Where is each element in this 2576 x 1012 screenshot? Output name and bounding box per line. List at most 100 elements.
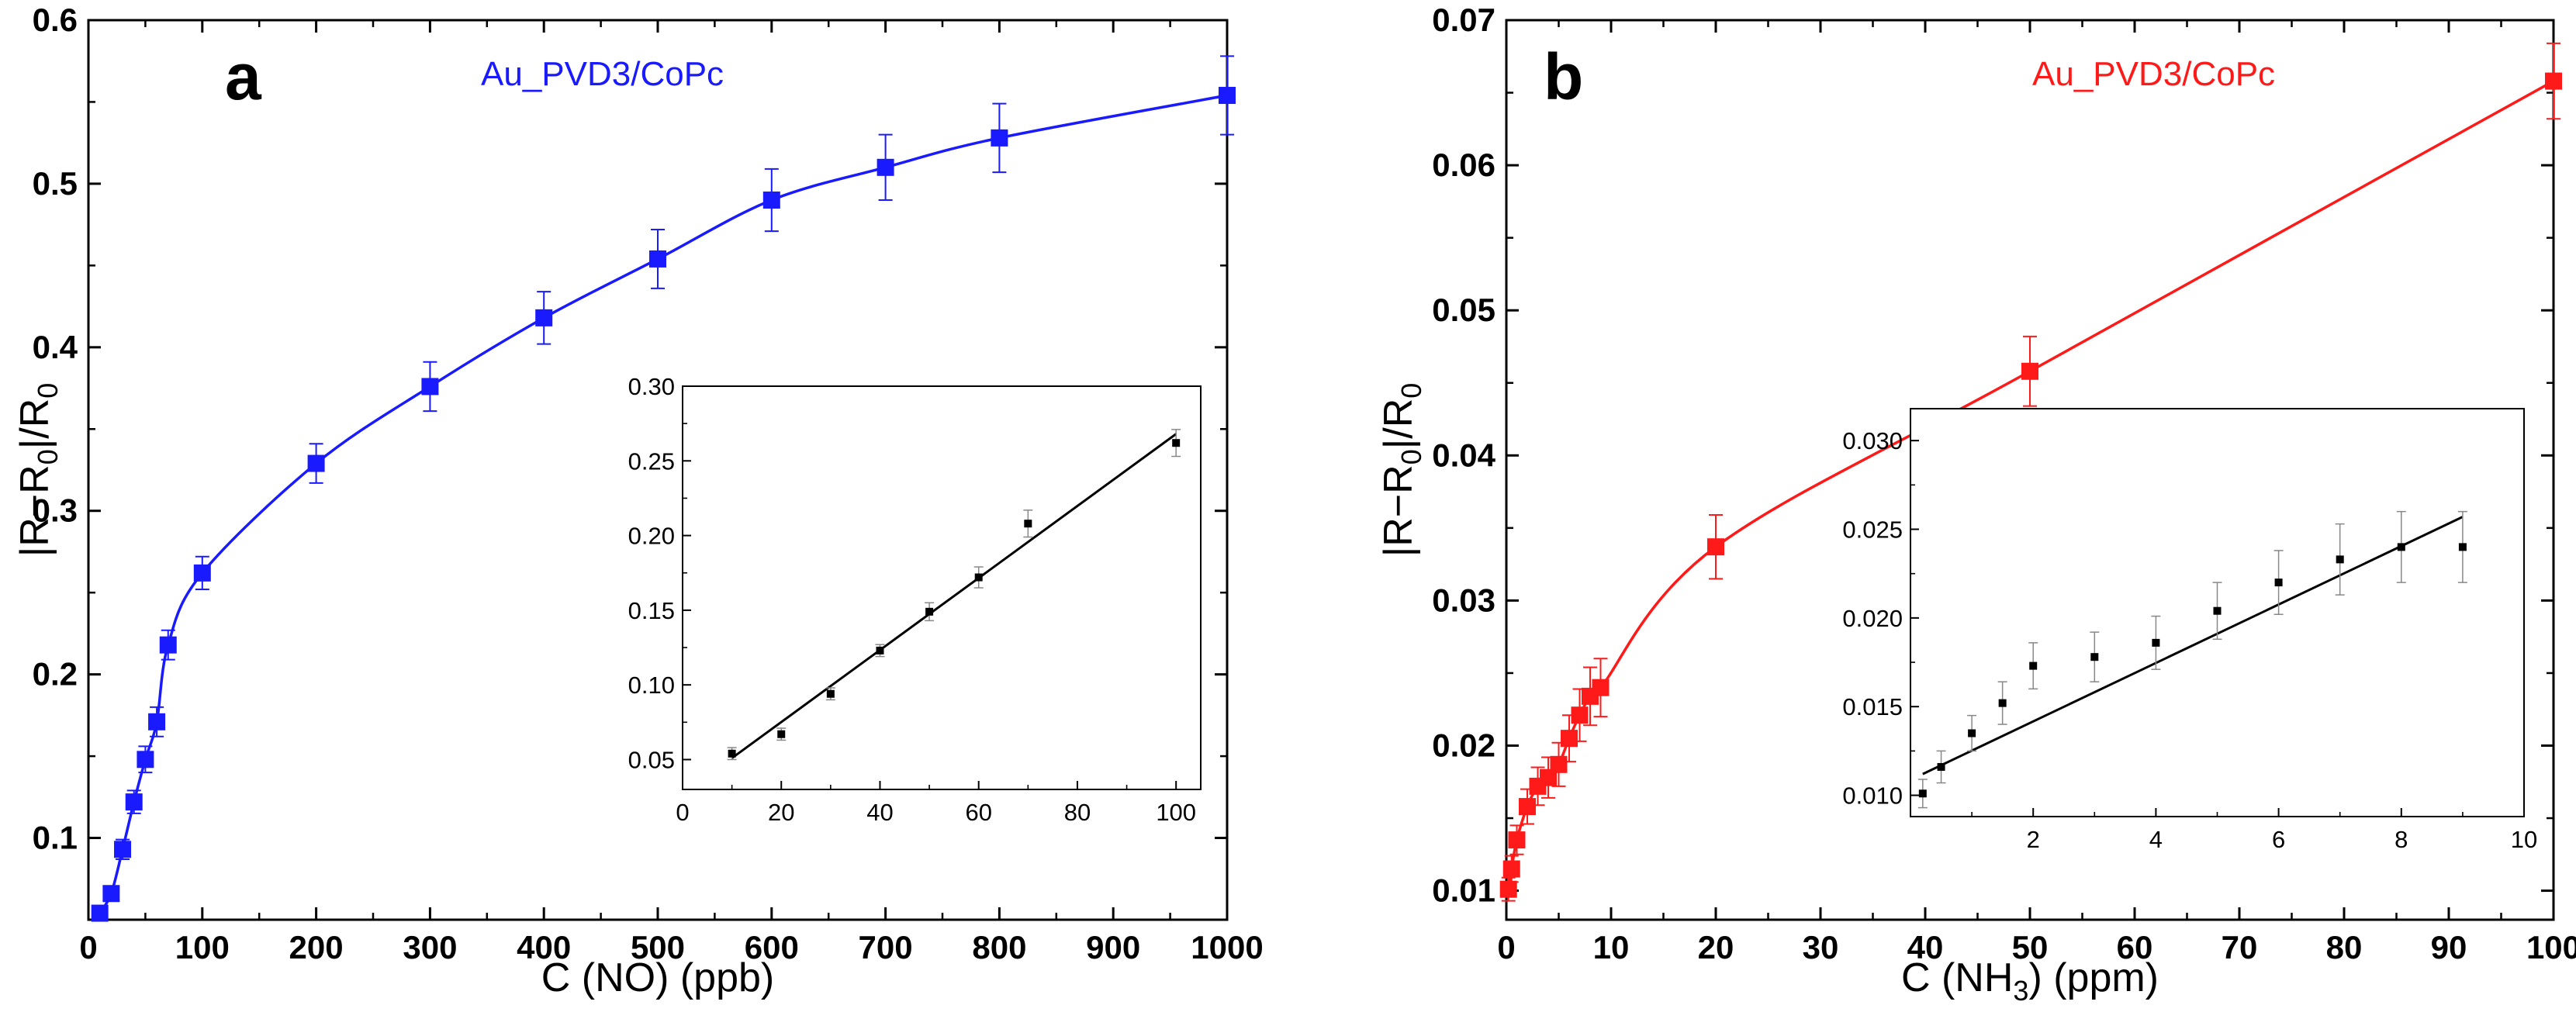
data-point <box>148 713 166 731</box>
inset-data-point <box>2029 661 2038 670</box>
inset-y-tick-label: 0.025 <box>1842 516 1903 544</box>
inset-x-tick-label: 100 <box>1156 799 1196 826</box>
panel-letter: a <box>225 40 262 113</box>
inset-y-tick-label: 0.10 <box>628 672 675 699</box>
data-point <box>421 378 439 395</box>
inset-data-point <box>2397 543 2405 551</box>
inset-fit-line <box>731 433 1177 759</box>
x-tick-label: 70 <box>2222 929 2258 965</box>
inset-x-tick-label: 0 <box>676 799 689 826</box>
inset-y-tick-label: 0.015 <box>1842 693 1903 720</box>
series-label: Au_PVD3/CoPc <box>481 55 724 93</box>
series-label: Au_PVD3/CoPc <box>2032 55 2275 93</box>
x-tick-label: 60 <box>2117 929 2153 965</box>
inset-data-point <box>1172 439 1181 447</box>
x-tick-label: 100 <box>2526 929 2576 965</box>
inset-plot: 0 20 40 60 80 100 0.05 0.10 0.15 0.20 0.25 0.30 <box>628 373 1202 826</box>
x-tick-label: 500 <box>631 929 685 965</box>
x-tick-label: 300 <box>403 929 457 965</box>
data-point <box>1707 538 1724 556</box>
data-point <box>159 636 177 654</box>
inset-x-tick-label: 60 <box>965 799 991 826</box>
y-axis-title-subscript: 0 <box>1395 449 1427 465</box>
inset-y-tick-label: 0.05 <box>628 746 675 773</box>
x-tick-label: 80 <box>2326 929 2363 965</box>
y-tick-label: 0.1 <box>33 820 78 856</box>
inset-y-tick-label: 0.010 <box>1842 782 1903 810</box>
inset-frame <box>682 385 1202 790</box>
inset-x-tick-label: 40 <box>866 799 893 826</box>
x-axis-title-subscript: 3 <box>2013 975 2028 1007</box>
y-axis-title-part: |/R <box>12 399 57 450</box>
inset-data-point <box>1998 699 2007 707</box>
y-axis-title-part: |/R <box>1376 399 1421 450</box>
y-tick-label: 0.01 <box>1432 872 1495 909</box>
x-tick-label: 20 <box>1698 929 1734 965</box>
x-tick-label: 0 <box>1497 929 1515 965</box>
x-tick-label: 400 <box>517 929 571 965</box>
inset-data-point <box>2090 653 2099 661</box>
inset-y-tick-label: 0.20 <box>628 523 675 550</box>
x-tick-label: 200 <box>289 929 344 965</box>
inset-data-point <box>2213 606 2222 615</box>
inset-data-point <box>974 573 983 582</box>
data-point <box>1502 860 1520 878</box>
y-tick-label: 0.07 <box>1432 2 1495 38</box>
x-tick-label: 30 <box>1803 929 1839 965</box>
x-axis-title: C (NO) (ppb) <box>541 955 774 1000</box>
panel-letter: b <box>1544 40 1583 113</box>
y-tick-label: 0.06 <box>1432 147 1495 183</box>
inset-data-point <box>925 607 934 616</box>
panel-b: 0 10 20 30 40 50 60 70 80 90 1000.010.020.030.040.… <box>1376 2 2576 1007</box>
y-axis-title-part: |R−R <box>1376 465 1421 557</box>
inset-x-tick-label: 80 <box>1064 799 1091 826</box>
inset-y-tick-label: 0.25 <box>628 447 675 475</box>
y-axis-title-subscript: 0 <box>32 449 64 465</box>
y-axis-title: |R−R0|/R0 <box>12 383 64 558</box>
data-point <box>1550 755 1568 773</box>
y-tick-label: 0.03 <box>1432 582 1495 618</box>
x-tick-label: 50 <box>2012 929 2049 965</box>
data-point <box>1540 768 1557 786</box>
data-point <box>1571 706 1589 724</box>
data-point <box>1499 880 1517 898</box>
x-tick-label: 100 <box>175 929 230 965</box>
y-axis-title-part: |R−R <box>12 465 57 557</box>
panel-a: 0 100 200 300 400 500 600 700 800 900 10000.10.20.… <box>12 2 1264 1000</box>
data-point <box>307 454 325 472</box>
inset-data-point <box>777 730 786 738</box>
x-tick-label: 900 <box>1086 929 1140 965</box>
y-tick-label: 0.5 <box>33 165 78 202</box>
y-tick-label: 0.04 <box>1432 437 1495 473</box>
inset-y-tick-label: 0.30 <box>628 373 675 400</box>
y-tick-label: 0.4 <box>33 329 78 365</box>
x-tick-label: 40 <box>1907 929 1944 965</box>
x-axis-title: C (NH3) (ppm) <box>1901 955 2159 1007</box>
inset-x-tick-label: 20 <box>768 799 794 826</box>
inset-data-point <box>2458 543 2467 551</box>
y-tick-label: 0.05 <box>1432 292 1495 328</box>
data-point <box>1219 87 1236 105</box>
inset-data-point <box>2336 555 2344 564</box>
inset-plot: 2 4 6 8 10 0.010 0.015 0.020 0.025 0.030 <box>1842 408 2537 853</box>
inset-data-point <box>826 689 835 698</box>
x-tick-label: 0 <box>79 929 97 965</box>
y-tick-label: 0.3 <box>33 492 78 529</box>
data-point <box>1519 798 1536 816</box>
data-point <box>91 904 109 922</box>
x-tick-label: 600 <box>745 929 799 965</box>
y-axis-title: |R−R0|/R0 <box>1376 383 1427 558</box>
y-axis-title-subscript: 0 <box>1395 383 1427 399</box>
data-point <box>2021 362 2038 380</box>
x-tick-label: 10 <box>1593 929 1630 965</box>
inset-x-tick-label: 8 <box>2394 826 2408 853</box>
inset-data-point <box>876 646 884 655</box>
inset-y-tick-label: 0.15 <box>628 597 675 624</box>
y-tick-label: 0.6 <box>33 2 78 38</box>
x-tick-label: 1000 <box>1191 929 1263 965</box>
data-point <box>114 841 132 858</box>
data-point <box>125 793 143 811</box>
data-point <box>137 751 154 768</box>
inset-x-tick-label: 2 <box>2027 826 2040 853</box>
